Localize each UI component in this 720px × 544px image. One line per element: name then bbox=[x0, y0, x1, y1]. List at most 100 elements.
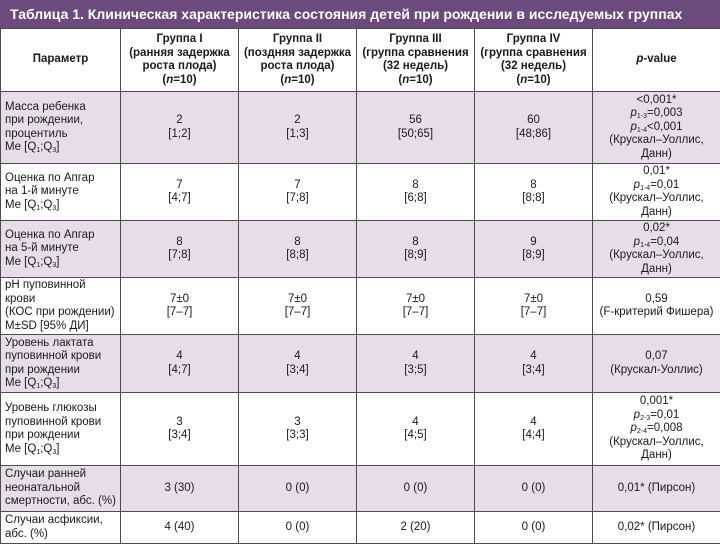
pvalue-cell: <0,001* p1-3=0,003 p1-4<0,001 (Крускал–Уолл… bbox=[592, 91, 720, 164]
param-line: при рождении bbox=[5, 429, 80, 441]
value-main: 7 bbox=[294, 178, 301, 191]
value-main: 2 (20) bbox=[400, 520, 431, 533]
table-row: Случаи асфиксии, абс. (%) 4 (40) 0 (0) 2 (20… bbox=[0, 511, 720, 544]
value-range: [1;2] bbox=[168, 127, 191, 140]
value-range: [8;9] bbox=[522, 249, 545, 261]
param-line: при рождении, bbox=[5, 114, 84, 126]
value-range: [4;7] bbox=[168, 363, 191, 376]
param-line: пуповинной крови bbox=[5, 415, 102, 428]
pvalue-line: p1-4=0,04 bbox=[597, 236, 716, 250]
table-body: Масса ребенка при рождении, процентиль Me [… bbox=[0, 91, 720, 544]
pvalue-sub: 1-3 bbox=[636, 113, 648, 121]
value-main: 60 bbox=[527, 114, 540, 126]
value-main: 8 bbox=[176, 235, 183, 248]
value-main: 2 bbox=[294, 114, 301, 126]
stat-pre: Me [Q bbox=[5, 198, 37, 211]
pvalue-text: 0,01* bbox=[643, 165, 670, 177]
pvalue-line: 0,07 bbox=[597, 350, 716, 364]
param-stat-line: Me [Q1;Q3] bbox=[5, 199, 116, 213]
param-line: Случаи асфиксии, bbox=[5, 514, 103, 526]
table-row: Уровень глюкозы пуповинной крови при рожде… bbox=[0, 392, 720, 466]
value-cell-group-3: 2 (20) bbox=[356, 511, 475, 544]
param-line: M±SD [95% ДИ] bbox=[5, 319, 89, 332]
value-main: 3 (30) bbox=[164, 481, 195, 494]
param-line: пуповинной крови bbox=[5, 350, 102, 362]
stat-post: ] bbox=[56, 141, 60, 153]
pvalue-line: 0,02* bbox=[597, 222, 716, 236]
header-group-2: Группа II (поздняя задержка роста плода)… bbox=[238, 28, 357, 92]
value-main: 4 bbox=[176, 350, 183, 362]
pvalue-text: 0,001* bbox=[639, 395, 674, 408]
value-cell-group-1: 4 [4;7] bbox=[120, 334, 239, 393]
value-cell-group-3: 8 [6;8] bbox=[356, 163, 475, 221]
header-group-3-n-label: n bbox=[402, 73, 410, 86]
param-cell: Случаи ранней неонатальной смертности, абс… bbox=[0, 465, 121, 512]
value-main: 2 bbox=[176, 114, 183, 126]
value-cell-group-2: 7 [7;8] bbox=[238, 163, 357, 221]
header-pvalue: p-value bbox=[592, 28, 720, 92]
stat-mid: ;Q bbox=[40, 141, 53, 153]
pvalue-p: p bbox=[633, 235, 641, 248]
stat-sub-1: 1 bbox=[36, 383, 41, 390]
pvalue-text: <0,001 bbox=[647, 120, 683, 133]
pvalue-text: Данн) bbox=[641, 262, 672, 275]
pvalue-line: 0,01* (Пирсон) bbox=[597, 482, 716, 496]
stat-pre: Me [Q bbox=[5, 442, 37, 455]
pvalue-line: <0,001* bbox=[597, 94, 716, 108]
value-main: 4 bbox=[412, 415, 419, 428]
pvalue-line: Данн) bbox=[597, 206, 716, 220]
header-pvalue-p: p bbox=[636, 53, 644, 66]
param-line: Оценка по Апгар bbox=[5, 171, 95, 184]
pvalue-text: =0,003 bbox=[647, 107, 683, 120]
header-group-1: Группа I (ранняя задержка роста плода) (… bbox=[120, 28, 239, 92]
value-main: 4 bbox=[294, 350, 301, 362]
header-group-4: Группа IV (группа сравнения (32 недель) … bbox=[474, 28, 593, 92]
value-range: [1;3] bbox=[286, 127, 309, 140]
header-group-4-line-2: (группа сравнения bbox=[480, 46, 587, 59]
pvalue-line: p2-4=0,008 bbox=[597, 422, 716, 436]
value-range: [3;4] bbox=[522, 363, 545, 376]
param-line: Уровень лактата bbox=[5, 336, 94, 349]
pvalue-line: 0,001* bbox=[597, 395, 716, 409]
header-group-1-n-value: =10 bbox=[173, 73, 193, 86]
value-range: [3;5] bbox=[404, 363, 427, 376]
pvalue-p: p bbox=[633, 178, 641, 191]
value-cell-group-4: 60 [48;86] bbox=[474, 91, 593, 164]
value-main: 9 bbox=[530, 235, 537, 248]
value-cell-group-2: 8 [8;8] bbox=[238, 220, 357, 278]
stat-post: ] bbox=[56, 442, 60, 455]
value-range: [8;9] bbox=[404, 249, 427, 261]
pvalue-text: =0,04 bbox=[650, 235, 680, 248]
value-main: 0 (0) bbox=[403, 481, 428, 494]
value-main: 3 bbox=[294, 415, 301, 428]
pvalue-text: =0,01 bbox=[650, 408, 680, 421]
param-line: Оценка по Апгар bbox=[5, 228, 95, 241]
pvalue-cell: 0,07 (Крускал-Уоллис) bbox=[592, 334, 720, 393]
value-cell-group-1: 3 [3;4] bbox=[120, 392, 239, 466]
value-cell-group-2: 0 (0) bbox=[238, 465, 357, 512]
value-cell-group-4: 9 [8;9] bbox=[474, 220, 593, 278]
value-main: 8 bbox=[412, 178, 419, 191]
header-group-2-line-3: роста плода) bbox=[260, 60, 335, 72]
pvalue-text: (Крускал–Уоллис, bbox=[609, 134, 704, 147]
pvalue-text: (Крускал–Уоллис, bbox=[609, 192, 704, 204]
header-group-2-n-label: n bbox=[284, 73, 292, 86]
table-row: Уровень лактата пуповинной крови при рожде… bbox=[0, 334, 720, 393]
header-group-2-n-value: =10 bbox=[291, 73, 311, 86]
pvalue-line: Данн) bbox=[597, 449, 716, 463]
value-range: [4;4] bbox=[522, 429, 545, 441]
value-main: 4 (40) bbox=[164, 520, 195, 533]
value-cell-group-3: 0 (0) bbox=[356, 465, 475, 512]
pvalue-sub: 2-3 bbox=[640, 414, 651, 422]
value-cell-group-4: 8 [8;8] bbox=[474, 163, 593, 221]
pvalue-text: <0,001* bbox=[636, 93, 677, 106]
pvalue-text: (F-критерий Фишера) bbox=[599, 306, 714, 318]
table-row: pH пуповинной крови (КОС при рождении) M±S… bbox=[0, 277, 720, 335]
param-cell: pH пуповинной крови (КОС при рождении) M±S… bbox=[0, 277, 121, 335]
value-cell-group-4: 4 [4;4] bbox=[474, 392, 593, 466]
value-main: 8 bbox=[412, 235, 419, 248]
table-row: Случаи ранней неонатальной смертности, абс… bbox=[0, 465, 720, 512]
param-line: абс. (%) bbox=[5, 527, 48, 540]
pvalue-line: p2-3=0,01 bbox=[597, 409, 716, 423]
value-cell-group-2: 0 (0) bbox=[238, 511, 357, 544]
